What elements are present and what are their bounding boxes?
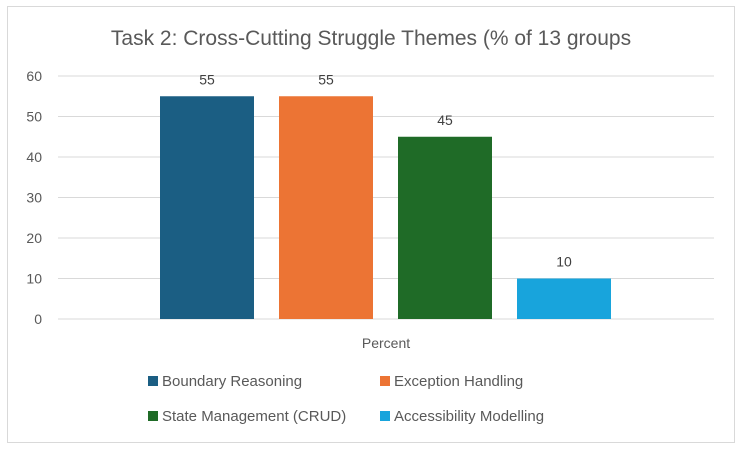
legend-swatch — [380, 376, 390, 386]
bar — [517, 278, 611, 319]
y-tick-label: 0 — [34, 311, 42, 327]
bars — [160, 96, 611, 319]
x-category-label: Percent — [362, 335, 410, 351]
bar — [279, 96, 373, 319]
data-label: 45 — [437, 112, 453, 128]
bar — [398, 136, 492, 319]
legend-item: Boundary Reasoning — [148, 373, 302, 390]
y-tick-label: 50 — [26, 109, 42, 125]
data-label: 55 — [318, 71, 334, 87]
legend-swatch — [380, 411, 390, 421]
legend-label: Accessibility Modelling — [394, 408, 544, 425]
legend-swatch — [148, 411, 158, 421]
data-label: 55 — [199, 71, 215, 87]
y-tick-label: 60 — [26, 68, 42, 84]
y-tick-label: 10 — [26, 271, 42, 287]
y-tick-label: 40 — [26, 149, 42, 165]
data-label: 10 — [556, 254, 572, 270]
gridlines — [58, 75, 714, 320]
y-tick-label: 30 — [26, 190, 42, 206]
legend-item: State Management (CRUD) — [148, 408, 346, 425]
legend-label: State Management (CRUD) — [162, 408, 346, 425]
bar — [160, 96, 254, 319]
legend-label: Exception Handling — [394, 373, 523, 390]
legend: Boundary Reasoning Exception Handling Stat… — [148, 373, 544, 425]
legend-item: Exception Handling — [380, 373, 523, 390]
chart-title: Task 2: Cross-Cutting Struggle Themes (%… — [111, 27, 631, 50]
legend-label: Boundary Reasoning — [162, 373, 302, 390]
data-labels: 55 55 45 10 — [199, 71, 572, 269]
legend-swatch — [148, 376, 158, 386]
y-axis-ticks: 0 10 20 30 40 50 60 — [26, 68, 42, 327]
legend-item: Accessibility Modelling — [380, 408, 544, 425]
y-tick-label: 20 — [26, 230, 42, 246]
